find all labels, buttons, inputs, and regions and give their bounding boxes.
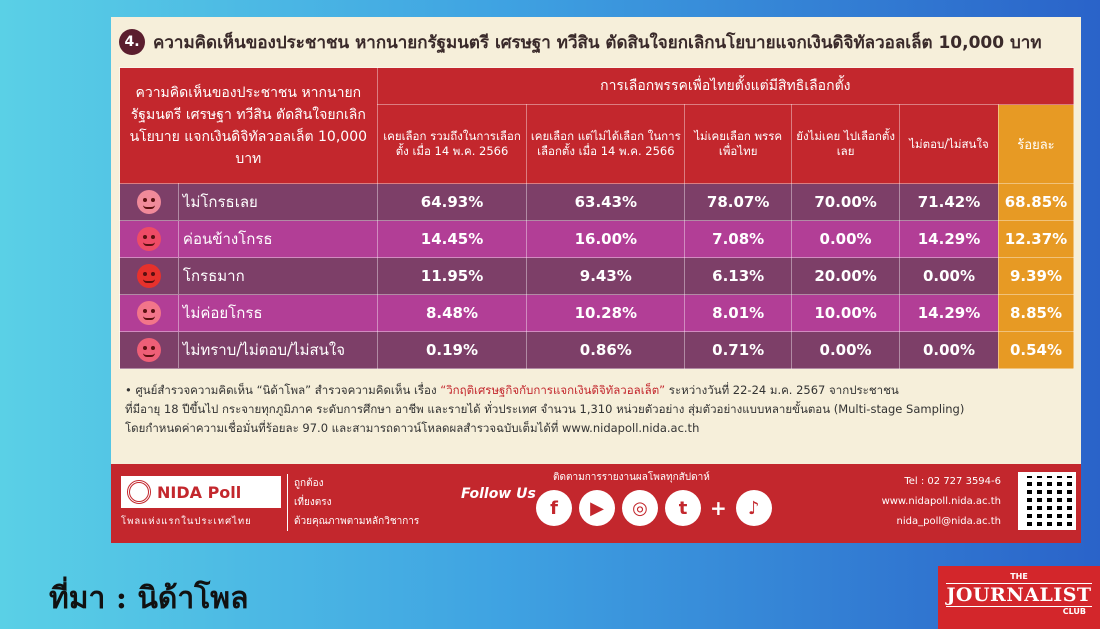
social-links: f ▶ ◎ t + ♪ [536, 490, 772, 526]
percent-value: 12.37% [997, 220, 1075, 258]
table-row: ค่อนข้างโกรธ 14.45% 16.00% 7.08% 0.00% 1… [119, 220, 1075, 258]
table-row: ไม่โกรธเลย 64.93% 63.43% 78.07% 70.00% 7… [119, 183, 1075, 221]
cell-value: 0.19% [376, 331, 528, 369]
contact-info: Tel : 02 727 3594-6 www.nidapoll.nida.ac… [871, 472, 1001, 532]
nida-poll-logo: NIDA Poll [121, 476, 281, 508]
cell-value: 7.08% [684, 220, 793, 258]
note-line3: โดยกำหนดค่าความเชื่อมั่นที่ร้อยละ 97.0 แ… [125, 421, 700, 435]
row-label: โกรธมาก [177, 257, 378, 295]
logo-text: NIDA Poll [157, 482, 242, 502]
email-link[interactable]: nida_poll@nida.ac.th [896, 516, 1001, 527]
cell-value: 10.28% [526, 294, 686, 332]
twitter-icon[interactable]: t [665, 490, 701, 526]
cell-value: 0.86% [526, 331, 686, 369]
cell-value: 16.00% [526, 220, 686, 258]
percent-header: ร้อยละ [997, 104, 1075, 184]
nida-seal-icon [127, 480, 151, 504]
brand-the: THE [1010, 572, 1028, 581]
cell-value: 78.07% [684, 183, 793, 221]
question-text: ความคิดเห็นของประชาชน หากนายกรัฐมนตรี เศ… [153, 32, 1042, 53]
table-row: ไม่ค่อยโกรธ 8.48% 10.28% 8.01% 10.00% 14… [119, 294, 1075, 332]
cell-value: 14.29% [899, 294, 999, 332]
question-number: 4. [119, 29, 145, 55]
cell-value: 0.00% [899, 257, 999, 295]
youtube-icon[interactable]: ▶ [579, 490, 615, 526]
results-table: ความคิดเห็นของประชาชน หากนายกรัฐมนตรี เศ… [119, 67, 1075, 369]
journalist-club-logo: THE JOURNALIST CLUB [938, 566, 1100, 629]
note-topic: “วิกฤติเศรษฐกิจกับการแจกเงินดิจิทัลวอลเล… [440, 383, 666, 397]
methodology-note: • ศูนย์สำรวจความคิดเห็น “นิด้าโพล” สำรวจ… [119, 377, 1074, 462]
brand-club: CLUB [1062, 607, 1086, 616]
facebook-icon[interactable]: f [536, 490, 572, 526]
tiktok-icon[interactable]: ♪ [735, 490, 772, 526]
angry-face-icon [136, 227, 161, 251]
note-part1: • ศูนย์สำรวจความคิดเห็น “นิด้าโพล” สำรวจ… [125, 383, 437, 397]
furious-face-icon [136, 264, 161, 288]
plus-sign: + [710, 496, 727, 520]
column-header: ไม่ตอบ/ไม่สนใจ [899, 104, 999, 184]
column-header: ยังไม่เคย ไปเลือกตั้งเลย [791, 104, 901, 184]
logo-tagline: โพลแห่งแรกในประเทศไทย [121, 516, 252, 527]
note-line2: ที่มีอายุ 18 ปีขึ้นไป กระจายทุกภูมิภาค ร… [125, 402, 965, 416]
opinion-header: ความคิดเห็นของประชาชน หากนายกรัฐมนตรี เศ… [119, 67, 378, 184]
source-caption: ที่มา : นิด้าโพล [49, 581, 249, 616]
percent-value: 0.54% [997, 331, 1075, 369]
cell-value: 0.00% [791, 331, 901, 369]
slogan: ด้วยคุณภาพตามหลักวิชาการ [294, 516, 420, 527]
cell-value: 14.45% [376, 220, 528, 258]
slogan: ถูกต้อง [294, 478, 324, 489]
cell-value: 9.43% [526, 257, 686, 295]
cell-value: 64.93% [376, 183, 528, 221]
column-header: ไม่เคยเลือก พรรคเพื่อไทย [684, 104, 793, 184]
cell-value: 63.43% [526, 183, 686, 221]
table-row: ไม่ทราบ/ไม่ตอบ/ไม่สนใจ 0.19% 0.86% 0.71%… [119, 331, 1075, 369]
cell-value: 8.48% [376, 294, 528, 332]
poll-title: 4. ความคิดเห็นของประชาชน หากนายกรัฐมนตรี… [111, 17, 1081, 67]
smiling-face-icon [136, 190, 161, 214]
slightly-annoyed-face-icon [136, 301, 161, 325]
percent-value: 68.85% [997, 183, 1075, 221]
row-label: ไม่ค่อยโกรธ [177, 294, 378, 332]
phone-number: Tel : 02 727 3594-6 [904, 476, 1001, 487]
cell-value: 0.00% [899, 331, 999, 369]
follow-us-label: Follow Us [461, 486, 536, 502]
cell-value: 0.00% [791, 220, 901, 258]
table-row: โกรธมาก 11.95% 9.43% 6.13% 20.00% 0.00% … [119, 257, 1075, 295]
poll-card: 4. ความคิดเห็นของประชาชน หากนายกรัฐมนตรี… [111, 17, 1081, 543]
cell-value: 0.71% [684, 331, 793, 369]
cell-value: 10.00% [791, 294, 901, 332]
cell-value: 6.13% [684, 257, 793, 295]
cell-value: 11.95% [376, 257, 528, 295]
cell-value: 71.42% [899, 183, 999, 221]
brand-name: JOURNALIST [946, 583, 1092, 607]
confused-face-icon [136, 338, 161, 362]
row-label: ไม่ทราบ/ไม่ตอบ/ไม่สนใจ [177, 331, 378, 369]
footer-bar: NIDA Poll โพลแห่งแรกในประเทศไทย ถูกต้อง … [111, 464, 1081, 543]
percent-value: 9.39% [997, 257, 1075, 295]
percent-value: 8.85% [997, 294, 1075, 332]
cell-value: 14.29% [899, 220, 999, 258]
qr-code-icon[interactable] [1018, 472, 1076, 530]
note-part2: ระหว่างวันที่ 22-24 ม.ค. 2567 จากประชาชน [668, 383, 899, 397]
party-group-header: การเลือกพรรคเพื่อไทยตั้งแต่มีสิทธิเลือกต… [376, 67, 1075, 105]
slogans: ถูกต้อง เที่ยงตรง ด้วยคุณภาพตามหลักวิชาก… [287, 474, 419, 531]
slogan: เที่ยงตรง [294, 497, 332, 508]
instagram-icon[interactable]: ◎ [622, 490, 658, 526]
follow-caption: ติดตามการรายงานผลโพลทุกสัปดาห์ [553, 472, 710, 483]
row-label: ไม่โกรธเลย [177, 183, 378, 221]
cell-value: 70.00% [791, 183, 901, 221]
cell-value: 8.01% [684, 294, 793, 332]
column-header: เคยเลือก รวมถึงในการเลือกตั้ง เมื่อ 14 พ… [376, 104, 528, 184]
row-label: ค่อนข้างโกรธ [177, 220, 378, 258]
column-header: เคยเลือก แต่ไม่ได้เลือก ในการเลือกตั้ง เ… [526, 104, 686, 184]
cell-value: 20.00% [791, 257, 901, 295]
website-link[interactable]: www.nidapoll.nida.ac.th [881, 496, 1001, 507]
